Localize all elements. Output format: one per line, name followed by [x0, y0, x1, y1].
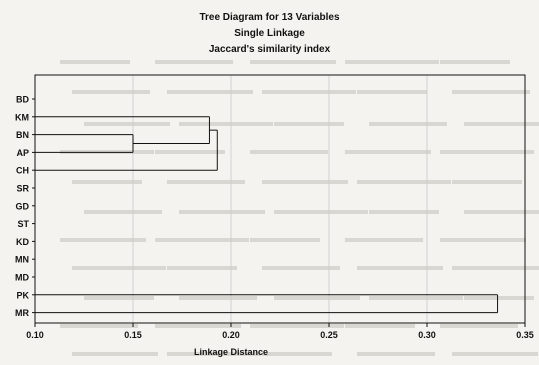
leaf-label: KM	[15, 112, 29, 122]
leaf-label: MD	[15, 273, 29, 283]
x-tick-label: 0.35	[516, 330, 534, 340]
x-tick-label: 0.25	[320, 330, 338, 340]
chart-title: Tree Diagram for 13 Variables	[199, 12, 340, 23]
leaf-label: MN	[15, 255, 29, 265]
leaf-label: ST	[17, 219, 29, 229]
leaf-label: AP	[16, 148, 29, 158]
leaf-label: BD	[16, 95, 29, 105]
x-tick-label: 0.15	[124, 330, 142, 340]
leaf-label: BN	[16, 130, 29, 140]
x-tick-label: 0.30	[418, 330, 436, 340]
chart-subtitle-linkage: Single Linkage	[234, 28, 305, 39]
chart-subtitle-index: Jaccard's similarity index	[208, 44, 331, 55]
leaf-label: MR	[15, 308, 29, 318]
x-axis-label: Linkage Distance	[194, 347, 268, 357]
x-tick-label: 0.20	[222, 330, 240, 340]
leaf-label: KD	[16, 237, 29, 247]
leaf-label: GD	[16, 201, 30, 211]
plot-frame	[34, 74, 526, 324]
leaf-label: SR	[16, 184, 29, 194]
leaf-label: PK	[16, 290, 29, 300]
x-tick-label: 0.10	[26, 330, 44, 340]
leaf-label: CH	[16, 166, 29, 176]
